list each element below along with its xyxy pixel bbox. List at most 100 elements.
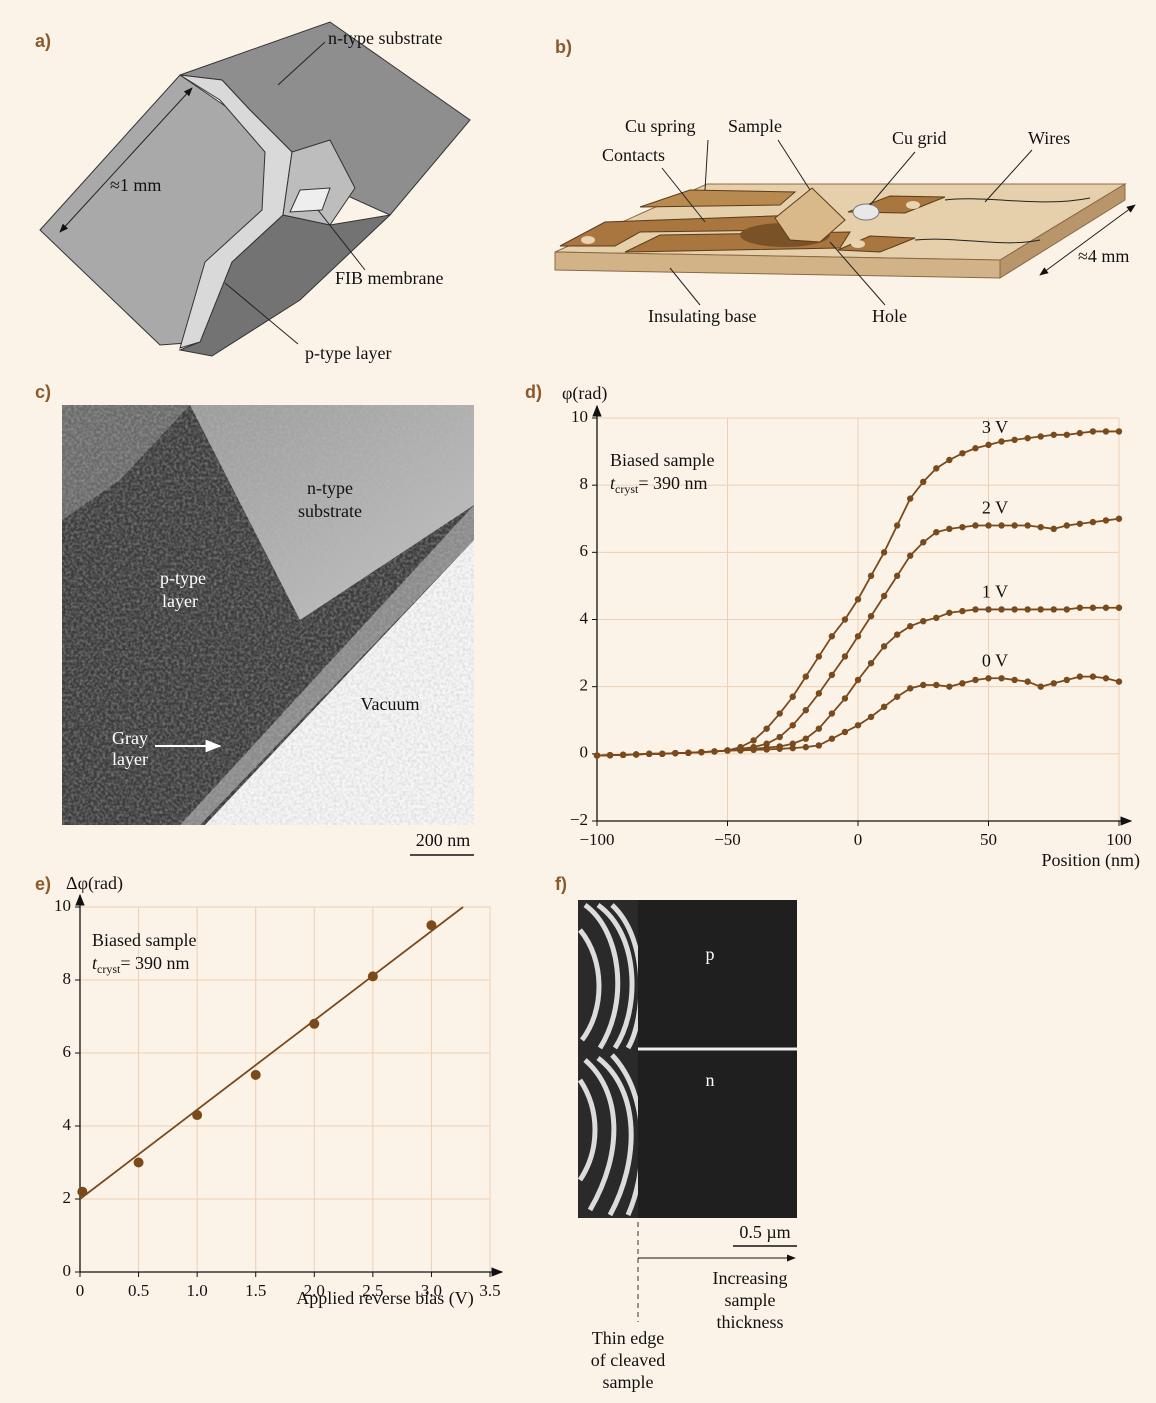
- annotation-text: = 390 nm: [120, 953, 189, 973]
- data-point: [946, 610, 952, 616]
- x-tick-label: −50: [714, 830, 741, 849]
- data-point: [894, 522, 900, 528]
- label: p-type: [160, 568, 206, 588]
- label: sample: [603, 1372, 654, 1392]
- data-point: [1011, 522, 1017, 528]
- data-point: [750, 747, 756, 753]
- data-point: [1051, 680, 1057, 686]
- data-point: [633, 751, 639, 757]
- panel-label: b): [555, 37, 572, 57]
- y-axis-label: Δφ(rad): [66, 873, 123, 894]
- data-point: [1103, 675, 1109, 681]
- data-point: [946, 526, 952, 532]
- data-point: [750, 737, 756, 743]
- figure: a) ≈1 mm n-type substrate FIB membrane p…: [0, 0, 1156, 1403]
- screw: [906, 201, 920, 209]
- x-axis-label: Position (nm): [1041, 850, 1140, 871]
- data-point: [1064, 606, 1070, 612]
- data-point: [868, 573, 874, 579]
- data-point: [998, 522, 1004, 528]
- data-point: [1103, 605, 1109, 611]
- y-tick-label: 4: [63, 1115, 72, 1134]
- y-tick-label: 6: [63, 1042, 72, 1061]
- data-point: [1038, 683, 1044, 689]
- y-tick-label: −2: [570, 810, 588, 829]
- data-point: [959, 680, 965, 686]
- data-point: [1116, 428, 1122, 434]
- y-tick-label: 2: [63, 1188, 72, 1207]
- data-point: [685, 750, 691, 756]
- data-point: [881, 593, 887, 599]
- data-point: [816, 653, 822, 659]
- y-tick-label: 8: [63, 969, 72, 988]
- label: Thin edge: [592, 1328, 664, 1348]
- annotation: Biased sample: [610, 450, 714, 470]
- series-label: 0 V: [982, 650, 1008, 670]
- data-point: [1024, 435, 1030, 441]
- data-point: [998, 606, 1004, 612]
- data-point: [842, 616, 848, 622]
- data-point: [985, 606, 991, 612]
- data-point: [1116, 605, 1122, 611]
- data-point: [1038, 606, 1044, 612]
- data-point: [907, 495, 913, 501]
- y-tick-label: 10: [571, 407, 588, 426]
- y-tick-label: 2: [580, 676, 589, 695]
- data-point: [1077, 605, 1083, 611]
- y-axis-label: φ(rad): [562, 383, 607, 404]
- x-tick-label: −100: [579, 830, 614, 849]
- x-tick-label: 1.0: [187, 1281, 208, 1300]
- label: Insulating base: [648, 306, 756, 326]
- data-point: [829, 710, 835, 716]
- data-point: [1077, 673, 1083, 679]
- data-point: [1011, 437, 1017, 443]
- label: sample: [725, 1290, 776, 1310]
- data-point: [1051, 526, 1057, 532]
- label: Sample: [728, 116, 782, 136]
- data-point: [894, 694, 900, 700]
- data-point: [698, 749, 704, 755]
- label: thickness: [717, 1312, 784, 1332]
- data-point: [1090, 673, 1096, 679]
- data-point: [1116, 678, 1122, 684]
- data-point: [1011, 677, 1017, 683]
- data-point: [1038, 433, 1044, 439]
- data-point: [855, 596, 861, 602]
- data-point: [620, 752, 626, 758]
- data-point: [1077, 430, 1083, 436]
- annotation-text: = 390 nm: [638, 473, 707, 493]
- data-point: [777, 734, 783, 740]
- data-point: [920, 682, 926, 688]
- data-point: [803, 707, 809, 713]
- label: of cleaved: [591, 1350, 665, 1370]
- label: p: [706, 944, 715, 964]
- data-point: [816, 742, 822, 748]
- y-tick-label: 0: [580, 743, 589, 762]
- x-tick-label: 0: [854, 830, 863, 849]
- data-point: [842, 729, 848, 735]
- cu-grid: [853, 204, 879, 220]
- data-point: [959, 524, 965, 530]
- x-tick-label: 0.5: [128, 1281, 149, 1300]
- data-point: [881, 643, 887, 649]
- data-point: [842, 695, 848, 701]
- series-label: 2 V: [982, 498, 1008, 518]
- data-point: [842, 653, 848, 659]
- data-point: [920, 479, 926, 485]
- label: ≈1 mm: [110, 175, 161, 195]
- data-point: [881, 704, 887, 710]
- data-point: [946, 457, 952, 463]
- data-point: [1024, 606, 1030, 612]
- data-point: [1116, 516, 1122, 522]
- x-axis-label: Applied reverse bias (V): [296, 1288, 473, 1309]
- panel-label: c): [35, 382, 51, 402]
- label: Cu spring: [625, 116, 696, 136]
- label: Cu grid: [892, 128, 947, 148]
- data-point: [1090, 428, 1096, 434]
- label: n: [706, 1070, 715, 1090]
- data-point: [724, 747, 730, 753]
- data-point: [816, 690, 822, 696]
- data-point: [1064, 677, 1070, 683]
- data-point: [594, 752, 600, 758]
- label: layer: [112, 749, 148, 769]
